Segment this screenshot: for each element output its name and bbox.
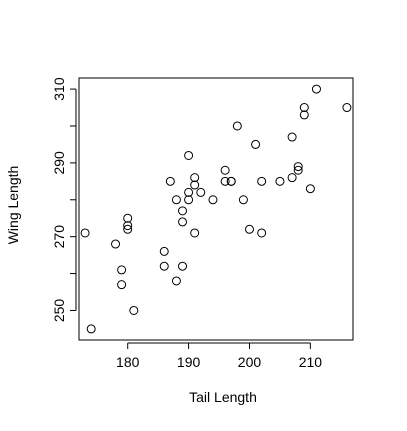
plot-frame — [78, 77, 354, 341]
data-point — [220, 165, 230, 175]
data-point — [129, 305, 139, 315]
data-point — [208, 195, 218, 205]
data-point — [178, 217, 188, 227]
y-tick-label: 250 — [51, 299, 67, 323]
data-point — [159, 261, 169, 271]
x-axis-label: Tail Length — [189, 389, 257, 405]
x-tick-label: 190 — [177, 354, 201, 370]
data-point — [184, 187, 194, 197]
data-point — [165, 176, 175, 186]
data-point — [184, 150, 194, 160]
data-point — [123, 224, 133, 234]
data-point — [159, 246, 169, 256]
data-point — [123, 221, 133, 231]
data-point — [190, 228, 200, 238]
data-point — [293, 165, 303, 175]
data-point — [171, 276, 181, 286]
data-point — [178, 261, 188, 271]
data-points — [80, 84, 352, 334]
y-tick-label: 290 — [51, 151, 67, 175]
data-point — [251, 139, 261, 149]
data-point — [244, 224, 254, 234]
data-point — [299, 110, 309, 120]
data-point — [257, 176, 267, 186]
data-point — [287, 132, 297, 142]
data-point — [80, 228, 90, 238]
y-axis-label: Wing Length — [5, 166, 21, 245]
data-point — [299, 103, 309, 113]
data-point — [178, 206, 188, 216]
data-point — [184, 195, 194, 205]
data-point — [293, 162, 303, 172]
data-point — [171, 195, 181, 205]
x-tick-label: 180 — [116, 354, 140, 370]
x-axis: 180 190 200 210 — [116, 342, 323, 370]
data-point — [287, 173, 297, 183]
data-point — [220, 176, 230, 186]
data-point — [117, 265, 127, 275]
data-point — [117, 280, 127, 290]
data-point — [238, 195, 248, 205]
y-tick-label: 270 — [51, 225, 67, 249]
data-point — [305, 184, 315, 194]
data-point — [342, 103, 352, 113]
y-tick-label: 310 — [51, 77, 67, 101]
data-point — [86, 324, 96, 334]
data-point — [232, 121, 242, 131]
data-point — [123, 213, 133, 223]
data-point — [111, 239, 121, 249]
x-tick-label: 200 — [238, 354, 262, 370]
data-point — [190, 173, 200, 183]
y-axis: 250 270 290 310 — [51, 77, 77, 323]
data-point — [257, 228, 267, 238]
data-point — [190, 180, 200, 190]
data-point — [226, 176, 236, 186]
data-point — [275, 176, 285, 186]
data-point — [311, 84, 321, 94]
data-point — [196, 187, 206, 197]
x-tick-label: 210 — [299, 354, 323, 370]
